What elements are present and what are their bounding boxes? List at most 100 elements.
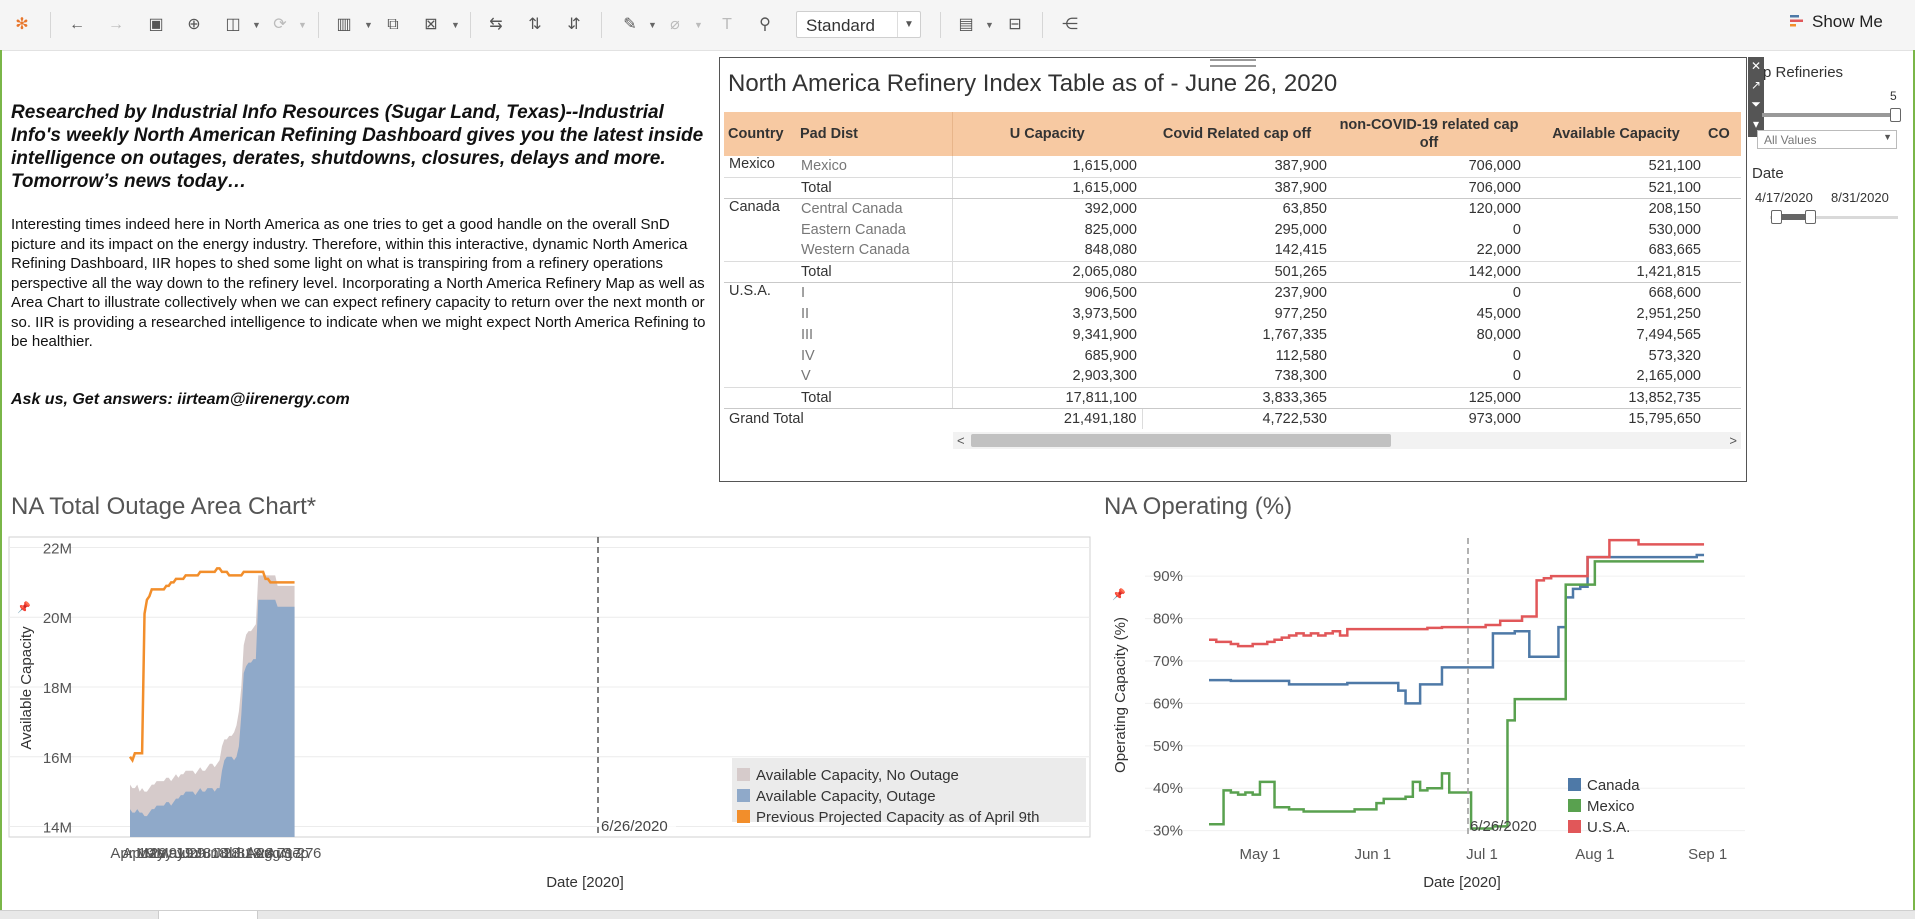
operating-chart[interactable]: 30% 40% 50% 60% 70% 80% 90% May 1 Jun 1 Jul 1 Aug … (1105, 530, 1765, 910)
cell-value: 521,100 (1648, 158, 1701, 175)
header-covid-cap-off[interactable]: Covid Related cap off (1142, 112, 1332, 156)
date-slider-end-handle[interactable] (1805, 210, 1816, 224)
redo-icon[interactable]: → (108, 16, 124, 33)
table-horizontal-scrollbar[interactable]: < > (953, 432, 1741, 449)
date-filter-max: 8/31/2020 (1831, 190, 1889, 205)
cell-value: 2,951,250 (1636, 305, 1701, 322)
show-me-icon (1790, 15, 1803, 27)
cell-value: 668,600 (1648, 284, 1701, 301)
label-icon[interactable]: T (722, 16, 732, 33)
tableau-logo-icon[interactable]: ✻ (15, 16, 29, 33)
toolbar-separator (470, 12, 471, 38)
series-canada-line (1209, 553, 1705, 705)
scroll-left-icon[interactable]: < (957, 433, 965, 448)
sort-desc-icon[interactable]: ⇵ (567, 16, 581, 33)
grand-total-row[interactable]: Grand Total 21,491,180 4,722,530 973,000 15,… (724, 407, 1741, 429)
chevron-down-icon: ▼ (1883, 132, 1892, 142)
fit-select-value: Standard (806, 16, 875, 35)
toolbar: ✻ ← → ▣ ⊕ ◫ ▼ ⟳ ▼ ▥ ▼ ⧉ ⊠ ▼ ⇆ ⇅ ⇵ ✎ ▼ ⌀ … (0, 0, 1915, 51)
cell-value: 2,903,300 (1072, 368, 1137, 385)
sheet-tab-active[interactable] (158, 911, 258, 919)
cell-value: 295,000 (1274, 221, 1327, 238)
pause-update-caret-icon[interactable]: ▼ (252, 20, 261, 30)
highlight-icon[interactable]: ✎ (623, 16, 637, 33)
duplicate-icon[interactable]: ⧉ (387, 16, 399, 33)
y-tick-label: 14M (43, 820, 72, 837)
top-refineries-slider[interactable] (1762, 113, 1897, 117)
x-tick-label: Aug 7 (246, 845, 285, 862)
legend-swatch (737, 810, 750, 823)
x-tick-label: Sep 1 (1688, 846, 1727, 863)
new-worksheet-caret-icon[interactable]: ▼ (364, 20, 373, 30)
swap-icon[interactable]: ⇆ (489, 16, 503, 33)
group-caret-icon[interactable]: ▼ (694, 20, 703, 30)
fit-select[interactable]: Standard ▼ (796, 11, 921, 38)
fix-axes-icon[interactable]: ⚲ (759, 16, 771, 33)
refinery-table[interactable]: Country Pad Dist U Capacity Covid Relate… (724, 112, 1741, 432)
date-slider-range[interactable] (1775, 214, 1810, 220)
share-icon[interactable]: ⋲ (1062, 16, 1078, 33)
clear-icon[interactable]: ⊠ (424, 16, 438, 33)
table-row[interactable]: II 3,973,500 977,250 45,000 2,951,250 (724, 303, 1741, 324)
table-row[interactable]: Western Canada 848,080 142,415 22,000 683,66… (724, 240, 1741, 261)
header-non-covid-cap-off[interactable]: non-COVID-19 related cap off (1332, 112, 1526, 156)
pause-update-icon[interactable]: ◫ (225, 16, 241, 33)
x-tick-label: Apr 29 (122, 845, 166, 862)
top-refineries-slider-handle[interactable] (1890, 108, 1901, 122)
table-row[interactable]: Total 17,811,100 3,833,365 125,000 13,852,73… (724, 386, 1741, 409)
show-cards-icon[interactable]: ▤ (958, 16, 974, 33)
table-row[interactable]: Mexico Mexico 1,615,000 387,900 706,000 521,1… (724, 156, 1741, 177)
header-co-truncated[interactable]: CO (1706, 112, 1741, 156)
cell-pad-dist: IV (796, 345, 953, 366)
all-values-dropdown[interactable]: All Values ▼ (1757, 130, 1897, 149)
save-icon[interactable]: ▣ (148, 16, 164, 33)
table-row[interactable]: Total 2,065,080 501,265 142,000 1,421,815 (724, 260, 1741, 283)
highlight-caret-icon[interactable]: ▼ (648, 20, 657, 30)
table-row[interactable]: U.S.A. I 906,500 237,900 0 668,600 (724, 282, 1741, 303)
cell-value: 706,000 (1468, 158, 1521, 175)
cell-country (724, 176, 796, 199)
date-slider-start-handle[interactable] (1771, 210, 1782, 224)
scroll-right-icon[interactable]: > (1729, 433, 1737, 448)
cell-pad-dist: Eastern Canada (796, 219, 953, 240)
header-u-capacity[interactable]: U Capacity (952, 112, 1142, 156)
dashboard-frame (0, 50, 1915, 910)
filter-icon[interactable]: ⏷ (1751, 97, 1761, 111)
cell-pad-dist: Central Canada (796, 198, 953, 219)
table-row[interactable]: Total 1,615,000 387,900 706,000 521,100 (724, 176, 1741, 199)
scrollbar-thumb[interactable] (971, 434, 1391, 447)
group-icon[interactable]: ⌀ (670, 16, 680, 33)
cell-value: 208,150 (1648, 200, 1701, 217)
new-worksheet-icon[interactable]: ▥ (336, 16, 352, 33)
show-cards-caret-icon[interactable]: ▼ (985, 20, 994, 30)
show-me-button[interactable]: Show Me (1790, 12, 1883, 38)
undo-icon[interactable]: ← (69, 16, 85, 33)
sort-asc-icon[interactable]: ⇅ (528, 16, 542, 33)
legend-background (732, 758, 1086, 822)
close-icon[interactable]: ✕ (1750, 59, 1762, 73)
x-tick-label: May 29 (156, 845, 205, 862)
table-row[interactable]: V 2,903,300 738,300 0 2,165,000 (724, 366, 1741, 387)
header-country[interactable]: Country (724, 112, 796, 156)
table-row[interactable]: Eastern Canada 825,000 295,000 0 530,000 (724, 219, 1741, 240)
go-to-sheet-icon[interactable]: ↗ (1750, 78, 1762, 92)
clear-caret-icon[interactable]: ▼ (451, 20, 460, 30)
refresh-caret-icon[interactable]: ▼ (298, 20, 307, 30)
header-pad-dist[interactable]: Pad Dist (796, 112, 953, 156)
cell-country: U.S.A. (729, 282, 771, 299)
x-tick-label: Jul 8 (213, 845, 245, 862)
move-handle[interactable] (1210, 59, 1256, 67)
table-row[interactable]: IV 685,900 112,580 0 573,320 (724, 345, 1741, 366)
more-options-icon[interactable]: ▾ (1752, 117, 1760, 131)
date-slider-track[interactable] (1770, 216, 1898, 219)
cell-country (724, 345, 796, 366)
header-available-capacity[interactable]: Available Capacity (1526, 112, 1706, 156)
new-datasource-icon[interactable]: ⊕ (187, 16, 201, 33)
refresh-icon[interactable]: ⟳ (273, 16, 287, 33)
table-row[interactable]: Canada Central Canada 392,000 63,850 120,000… (724, 198, 1741, 219)
cell-value: 825,000 (1084, 221, 1137, 238)
cell-value: 706,000 (1332, 176, 1526, 199)
table-row[interactable]: III 9,341,900 1,767,335 80,000 7,494,565 (724, 324, 1741, 345)
presentation-icon[interactable]: ⊟ (1008, 16, 1022, 33)
